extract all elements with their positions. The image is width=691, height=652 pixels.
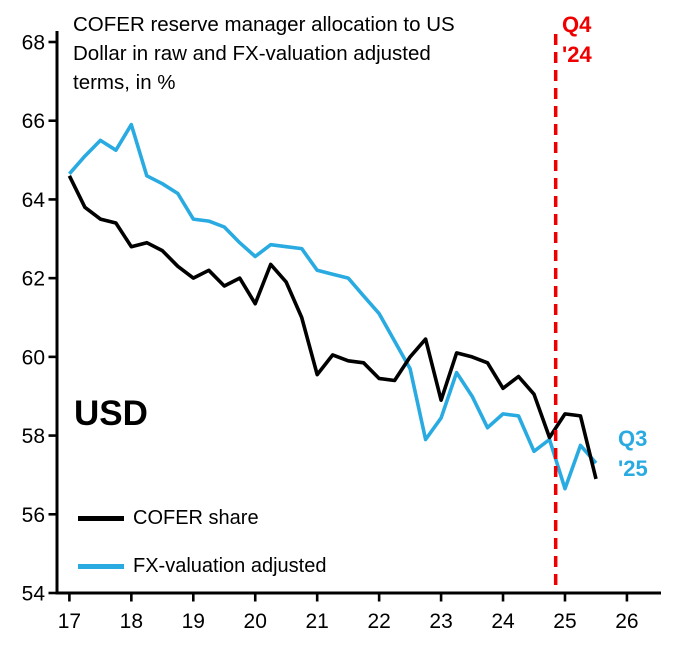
x-tick-label: 18 <box>120 610 143 633</box>
x-tick-label: 21 <box>306 610 329 633</box>
x-tick-label: 20 <box>244 610 267 633</box>
cofer-share-line-swatch <box>78 516 124 521</box>
x-tick-label: 24 <box>491 610 515 633</box>
x-tick-label: 22 <box>367 610 390 633</box>
legend-label-fx-adjusted: FX-valuation adjusted <box>133 555 327 577</box>
q4-annotation-line2: '24 <box>562 41 592 67</box>
q4-24-annotation: Q4 '24 <box>562 10 592 70</box>
x-tick-label: 25 <box>553 610 576 633</box>
legend-label-cofer-share: COFER share <box>133 507 259 529</box>
q4-annotation-line1: Q4 <box>562 12 592 37</box>
y-tick-label: 60 <box>22 346 45 369</box>
q3-25-annotation: Q3 '25 <box>618 424 648 484</box>
y-tick-label: 56 <box>22 504 45 527</box>
y-tick-label: 58 <box>22 425 45 448</box>
y-tick-label: 68 <box>22 32 45 55</box>
y-tick-label: 62 <box>22 268 45 291</box>
chart-title: COFER reserve manager allocation to US D… <box>73 13 455 95</box>
q3-annotation-line1: Q3 <box>618 426 648 451</box>
x-tick-label: 26 <box>615 610 638 633</box>
y-tick-label: 54 <box>22 583 46 606</box>
legend-item-cofer-share: COFER share <box>78 507 259 530</box>
y-tick-label: 64 <box>22 189 46 212</box>
x-tick-label: 17 <box>58 610 81 633</box>
y-tick-label: 66 <box>22 110 45 133</box>
x-tick-label: 23 <box>429 610 452 633</box>
q3-annotation-line2: '25 <box>618 455 648 481</box>
usd-label: USD <box>74 394 148 433</box>
x-tick-label: 19 <box>182 610 205 633</box>
cofer-share-line <box>67 175 598 480</box>
fx-adjusted-line-swatch <box>78 564 124 569</box>
fx-valuation-adjusted-line <box>68 122 598 491</box>
legend-item-fx-adjusted: FX-valuation adjusted <box>78 555 326 578</box>
